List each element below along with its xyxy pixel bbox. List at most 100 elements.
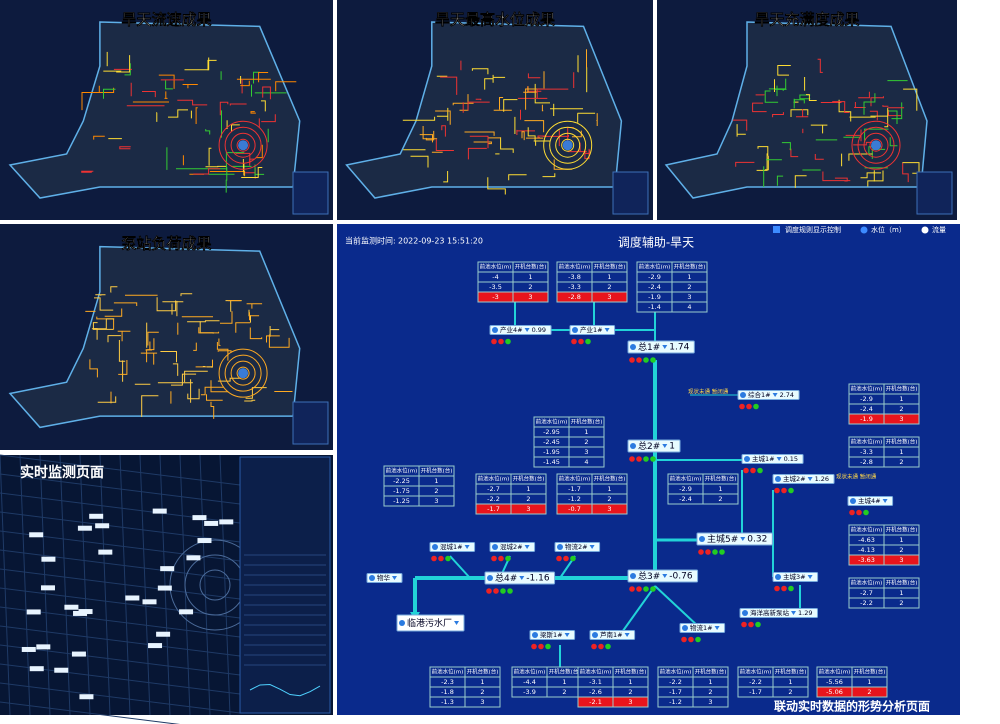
legend-box bbox=[612, 171, 649, 215]
node-box[interactable] bbox=[489, 542, 536, 552]
table-value: -2.2 bbox=[860, 599, 873, 607]
monitor-time: 2022-09-23 15:51:20 bbox=[398, 237, 483, 246]
road bbox=[0, 587, 241, 619]
pump-status bbox=[505, 338, 511, 345]
pipe bbox=[440, 76, 458, 95]
node-box[interactable] bbox=[484, 571, 556, 585]
pipe bbox=[210, 380, 229, 393]
pipe bbox=[156, 297, 177, 312]
table-value: 1 bbox=[788, 678, 792, 686]
node-box[interactable] bbox=[627, 439, 681, 453]
node-name: 主城4# bbox=[858, 496, 881, 505]
road bbox=[0, 701, 181, 724]
table-header: 前池水位(m) bbox=[514, 668, 546, 676]
station bbox=[179, 609, 194, 615]
pipe bbox=[822, 171, 851, 182]
node-box[interactable] bbox=[737, 390, 800, 400]
table-value: 1 bbox=[584, 428, 588, 436]
node-name: 主城1# bbox=[752, 454, 775, 463]
station bbox=[148, 643, 163, 649]
node-icon bbox=[742, 610, 748, 616]
pipe bbox=[225, 152, 245, 170]
ring bbox=[236, 138, 250, 152]
node-value: -0.76 bbox=[669, 572, 693, 582]
node-box[interactable] bbox=[489, 325, 552, 335]
node-box[interactable] bbox=[696, 532, 773, 546]
radio[interactable] bbox=[860, 226, 868, 234]
note: 现状未通 暂闭通 bbox=[836, 473, 877, 481]
table-value: -2.9 bbox=[648, 273, 661, 281]
pump-status bbox=[491, 555, 497, 562]
node-name: 海洋高新泵站 bbox=[750, 608, 790, 617]
table-value: -1.45 bbox=[543, 458, 560, 466]
table-value: 4 bbox=[687, 303, 691, 311]
level-option[interactable]: 水位（m） bbox=[871, 225, 906, 234]
pump-status bbox=[431, 555, 437, 562]
pipe bbox=[402, 116, 436, 121]
road bbox=[0, 549, 241, 581]
node-box[interactable] bbox=[739, 608, 818, 618]
node-name: 产业4# bbox=[500, 325, 523, 334]
node-box[interactable] bbox=[589, 630, 636, 640]
node-box[interactable] bbox=[396, 614, 465, 632]
pipe bbox=[225, 167, 228, 193]
pump-status bbox=[571, 338, 577, 345]
node-box[interactable] bbox=[772, 474, 835, 484]
dropdown-icon bbox=[662, 345, 668, 349]
node-box[interactable] bbox=[429, 542, 476, 552]
pump-status bbox=[643, 586, 649, 592]
node-box[interactable] bbox=[529, 630, 576, 640]
table-value: 2 bbox=[628, 688, 632, 696]
ring bbox=[218, 120, 268, 170]
node-label: 混城1# bbox=[440, 542, 463, 551]
node-box[interactable] bbox=[627, 569, 699, 583]
checkbox[interactable] bbox=[773, 226, 780, 233]
node-name: 混城1# bbox=[440, 542, 463, 551]
ring bbox=[857, 126, 895, 164]
pipe bbox=[104, 308, 123, 317]
pump-status bbox=[498, 338, 504, 345]
pump-status bbox=[781, 585, 787, 592]
pipe bbox=[113, 302, 138, 306]
pipe bbox=[577, 112, 596, 123]
node-name: 梁斯1# bbox=[540, 630, 563, 639]
table-cell bbox=[671, 301, 708, 313]
pipe bbox=[452, 102, 474, 106]
pipe bbox=[262, 86, 271, 100]
pipe bbox=[499, 97, 504, 110]
table-value: 2 bbox=[434, 487, 438, 495]
pipe bbox=[891, 102, 903, 120]
pipe bbox=[487, 177, 506, 195]
pipe bbox=[832, 101, 850, 113]
pipe bbox=[160, 351, 177, 363]
pipe bbox=[220, 71, 222, 80]
table-header: 前池水位(m) bbox=[478, 475, 510, 483]
node-box[interactable] bbox=[772, 572, 819, 582]
station bbox=[41, 556, 56, 562]
table-cell bbox=[692, 696, 729, 708]
node-icon bbox=[630, 344, 636, 350]
road bbox=[39, 454, 51, 716]
rule-toggle[interactable]: 调度规则显示控制 bbox=[785, 225, 841, 234]
table-value: -1.7 bbox=[487, 505, 500, 513]
pipe bbox=[89, 359, 98, 378]
node-icon bbox=[432, 544, 438, 550]
table-header: 前池水位(m) bbox=[480, 263, 512, 271]
node-box[interactable] bbox=[627, 340, 695, 354]
table-header: 前池水位(m) bbox=[580, 668, 612, 676]
node-box[interactable] bbox=[366, 573, 403, 583]
node-box[interactable] bbox=[554, 542, 601, 552]
pump-status bbox=[650, 586, 656, 592]
flow-option[interactable]: 流量 bbox=[932, 225, 946, 234]
pump-status bbox=[629, 456, 635, 462]
pipe bbox=[764, 90, 779, 103]
node-box[interactable] bbox=[741, 454, 804, 464]
node-icon bbox=[740, 392, 746, 398]
node-box[interactable] bbox=[679, 623, 726, 633]
radio[interactable] bbox=[921, 226, 929, 234]
dropdown-icon bbox=[740, 537, 746, 541]
node-box[interactable] bbox=[569, 325, 616, 335]
node-box[interactable] bbox=[847, 496, 894, 506]
pump-status bbox=[578, 338, 584, 345]
pipe bbox=[261, 100, 266, 112]
